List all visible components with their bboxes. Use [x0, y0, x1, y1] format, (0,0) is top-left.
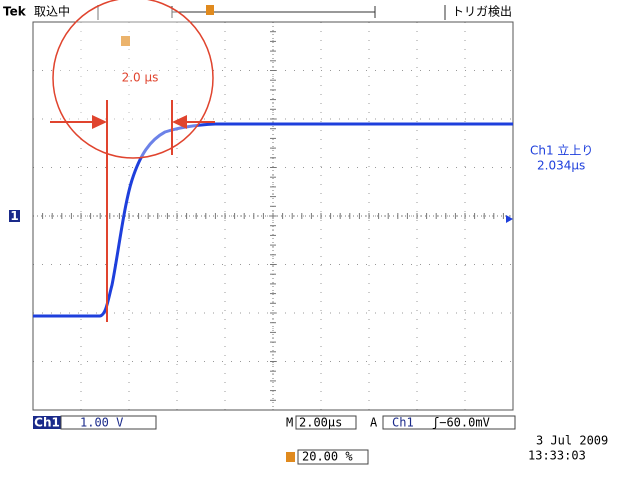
- scale-box: [60, 415, 157, 430]
- timebase-prefix: M: [286, 416, 293, 430]
- annotation-arrowhead: [172, 115, 187, 129]
- graticule: [32, 21, 514, 411]
- annotation-arrowhead: [92, 115, 107, 129]
- trigger-position-box: [297, 449, 369, 465]
- trigger-level: ʃ−60.0mV: [432, 416, 490, 430]
- date: 3 Jul 2009: [536, 434, 608, 448]
- trigger-icon: [206, 5, 214, 15]
- footer-channel: Ch1: [34, 416, 60, 430]
- channel-badge: [33, 416, 61, 429]
- trigger-position-icon: [286, 452, 295, 462]
- waveform: [33, 122, 513, 318]
- trigger-box: [382, 415, 516, 430]
- trigger-source: Ch1: [392, 416, 414, 430]
- acquire-status: 取込中: [34, 4, 70, 19]
- measurement-value: 2.034μs: [537, 159, 585, 173]
- timebase: 2.00μs: [299, 416, 342, 430]
- measurement-label: Ch1 立上り: [530, 143, 593, 158]
- trigger-mode: A: [370, 416, 378, 430]
- timebase-box: [295, 415, 357, 430]
- channel-marker: [9, 210, 20, 222]
- time: 13:33:03: [528, 449, 586, 463]
- trigger-level-marker: [506, 215, 513, 223]
- trigger-position: 20.00 %: [302, 450, 353, 464]
- channel-marker-label: 1: [10, 209, 18, 223]
- annotation-label: 2.0 μs: [122, 71, 159, 85]
- brand: Tek: [3, 5, 27, 19]
- trigger-status: トリガ検出: [452, 5, 512, 19]
- graticule-frame: [32, 21, 514, 411]
- vertical-scale: 1.00 V: [80, 416, 123, 430]
- trigger-position-icon: [121, 36, 130, 46]
